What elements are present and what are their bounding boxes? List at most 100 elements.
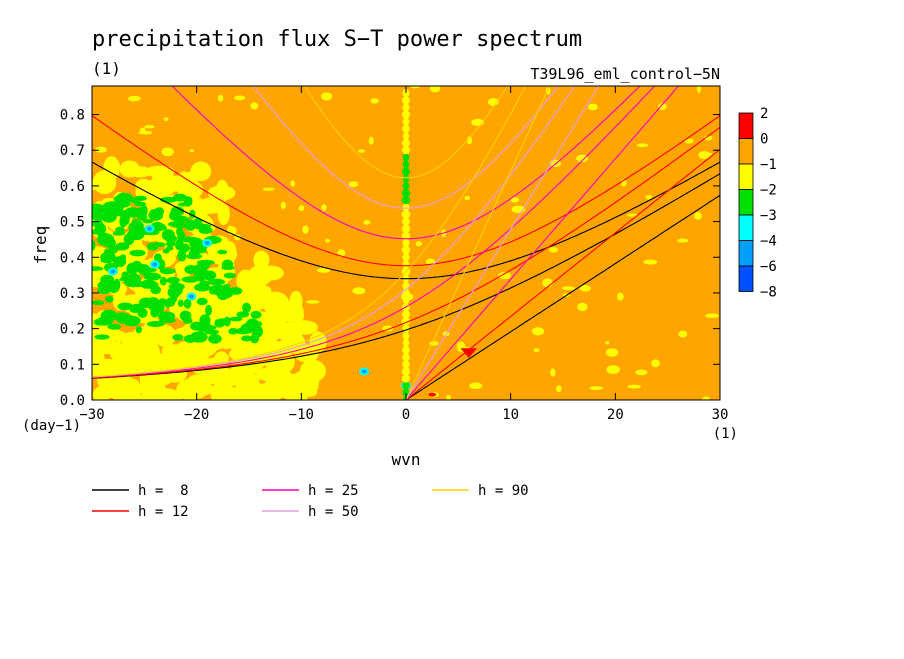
green-patch (189, 335, 198, 342)
green-patch (159, 276, 167, 286)
green-patch (112, 231, 125, 236)
colorbar-label: −3 (760, 208, 777, 224)
zero-wvn-band (402, 346, 410, 355)
y-tick-label: 0.0 (60, 393, 85, 409)
x-tick-label: 30 (712, 407, 729, 423)
yellow-speckle (368, 136, 374, 145)
y-tick-label: 0.7 (60, 143, 85, 159)
yellow-patch (244, 284, 272, 297)
zero-wvn-band (402, 160, 410, 169)
x-axis: −30 −20 −10 0 10 20 30 (79, 86, 728, 423)
yellow-speckle (95, 146, 107, 153)
x-axis-unit: (1) (713, 426, 738, 442)
yellow-speckle (588, 103, 598, 111)
x-tick-label: −20 (184, 407, 209, 423)
dispersion-curve-mrg (92, 173, 720, 379)
green-patch (92, 300, 105, 306)
yellow-speckle (542, 278, 553, 288)
yellow-patch (290, 320, 319, 335)
yellow-speckle (678, 330, 688, 338)
yellow-speckle (298, 205, 305, 212)
yellow-speckle (498, 272, 512, 280)
zero-wvn-band (402, 124, 410, 133)
green-patch (119, 277, 130, 282)
zero-wvn-band (402, 181, 410, 190)
green-patch (242, 302, 252, 313)
green-patch (106, 201, 119, 209)
yellow-speckle (358, 149, 365, 153)
zero-wvn-band (402, 117, 410, 126)
yellow-speckle (510, 197, 520, 203)
green-patch (146, 320, 165, 328)
green-patch (217, 249, 228, 255)
green-patch (100, 251, 116, 263)
dispersion-curve-mrg (92, 86, 576, 378)
green-patch (241, 335, 253, 342)
dispersion-curve-mrg (92, 86, 527, 378)
green-patch (92, 239, 96, 251)
green-patch (165, 246, 174, 251)
green-patch (177, 299, 184, 307)
zero-wvn-band (402, 217, 410, 226)
yellow-patch (254, 385, 268, 400)
y-tick-label: 0.4 (60, 250, 85, 266)
colorbar-swatch (738, 240, 754, 267)
max-patch (460, 348, 478, 358)
yellow-patch (274, 361, 288, 385)
zero-wvn-band (402, 103, 410, 112)
colorbar-swatch (738, 265, 754, 292)
yellow-patch (145, 165, 175, 178)
blue-core (204, 241, 210, 245)
yellow-speckle (158, 187, 167, 195)
y-axis-unit: (day−1) (22, 418, 81, 434)
colorbar-swatch (738, 138, 754, 165)
green-patch (100, 274, 115, 286)
yellow-speckle (221, 304, 234, 314)
green-patch (119, 215, 128, 228)
experiment-label: T39L96_eml_control−5N (530, 65, 720, 83)
zero-wvn-band (402, 260, 410, 269)
yellow-speckle (429, 86, 441, 93)
legend-label: h = 50 (308, 504, 359, 520)
green-patch (109, 209, 118, 218)
yellow-speckle (636, 143, 649, 148)
zero-wvn-band (402, 253, 410, 262)
colorbar: 2 0 −1 −2 −3 −4 −6 −8 (738, 106, 777, 301)
green-patch (92, 266, 104, 272)
green-patch (183, 298, 192, 309)
yellow-speckle (348, 181, 359, 188)
yellow-speckle (532, 327, 545, 336)
green-patch (246, 318, 259, 330)
y-tick-label: 0.2 (60, 322, 85, 338)
zero-wvn-band (401, 146, 411, 155)
yellow-patch (253, 250, 270, 270)
green-patch (113, 278, 121, 291)
yellow-speckle (651, 359, 660, 368)
green-patch (104, 295, 114, 303)
green-patch (94, 223, 107, 235)
x-tick-label: 10 (502, 407, 519, 423)
yellow-patch (92, 180, 104, 191)
yellow-speckle (694, 212, 702, 220)
green-patch (153, 253, 162, 262)
x-tick-label: −10 (289, 407, 314, 423)
yellow-speckle (446, 394, 451, 400)
green-patch (177, 230, 186, 243)
green-patch (177, 202, 191, 207)
yellow-speckle (250, 102, 259, 110)
yellow-patch (92, 386, 111, 400)
yellow-speckle (696, 86, 702, 93)
yellow-speckle (703, 135, 713, 141)
yellow-patch (135, 394, 154, 400)
yellow-speckle (308, 361, 315, 365)
green-patch (93, 318, 107, 326)
green-patch (167, 221, 185, 228)
zero-wvn-band (401, 224, 411, 233)
green-patch (103, 238, 116, 248)
y-tick-label: 0.5 (60, 215, 85, 231)
yellow-patch (109, 383, 138, 400)
y-axis-label: freq (31, 226, 50, 265)
zero-wvn-band (402, 310, 410, 319)
yellow-speckle (104, 185, 115, 192)
green-patch (159, 267, 176, 275)
